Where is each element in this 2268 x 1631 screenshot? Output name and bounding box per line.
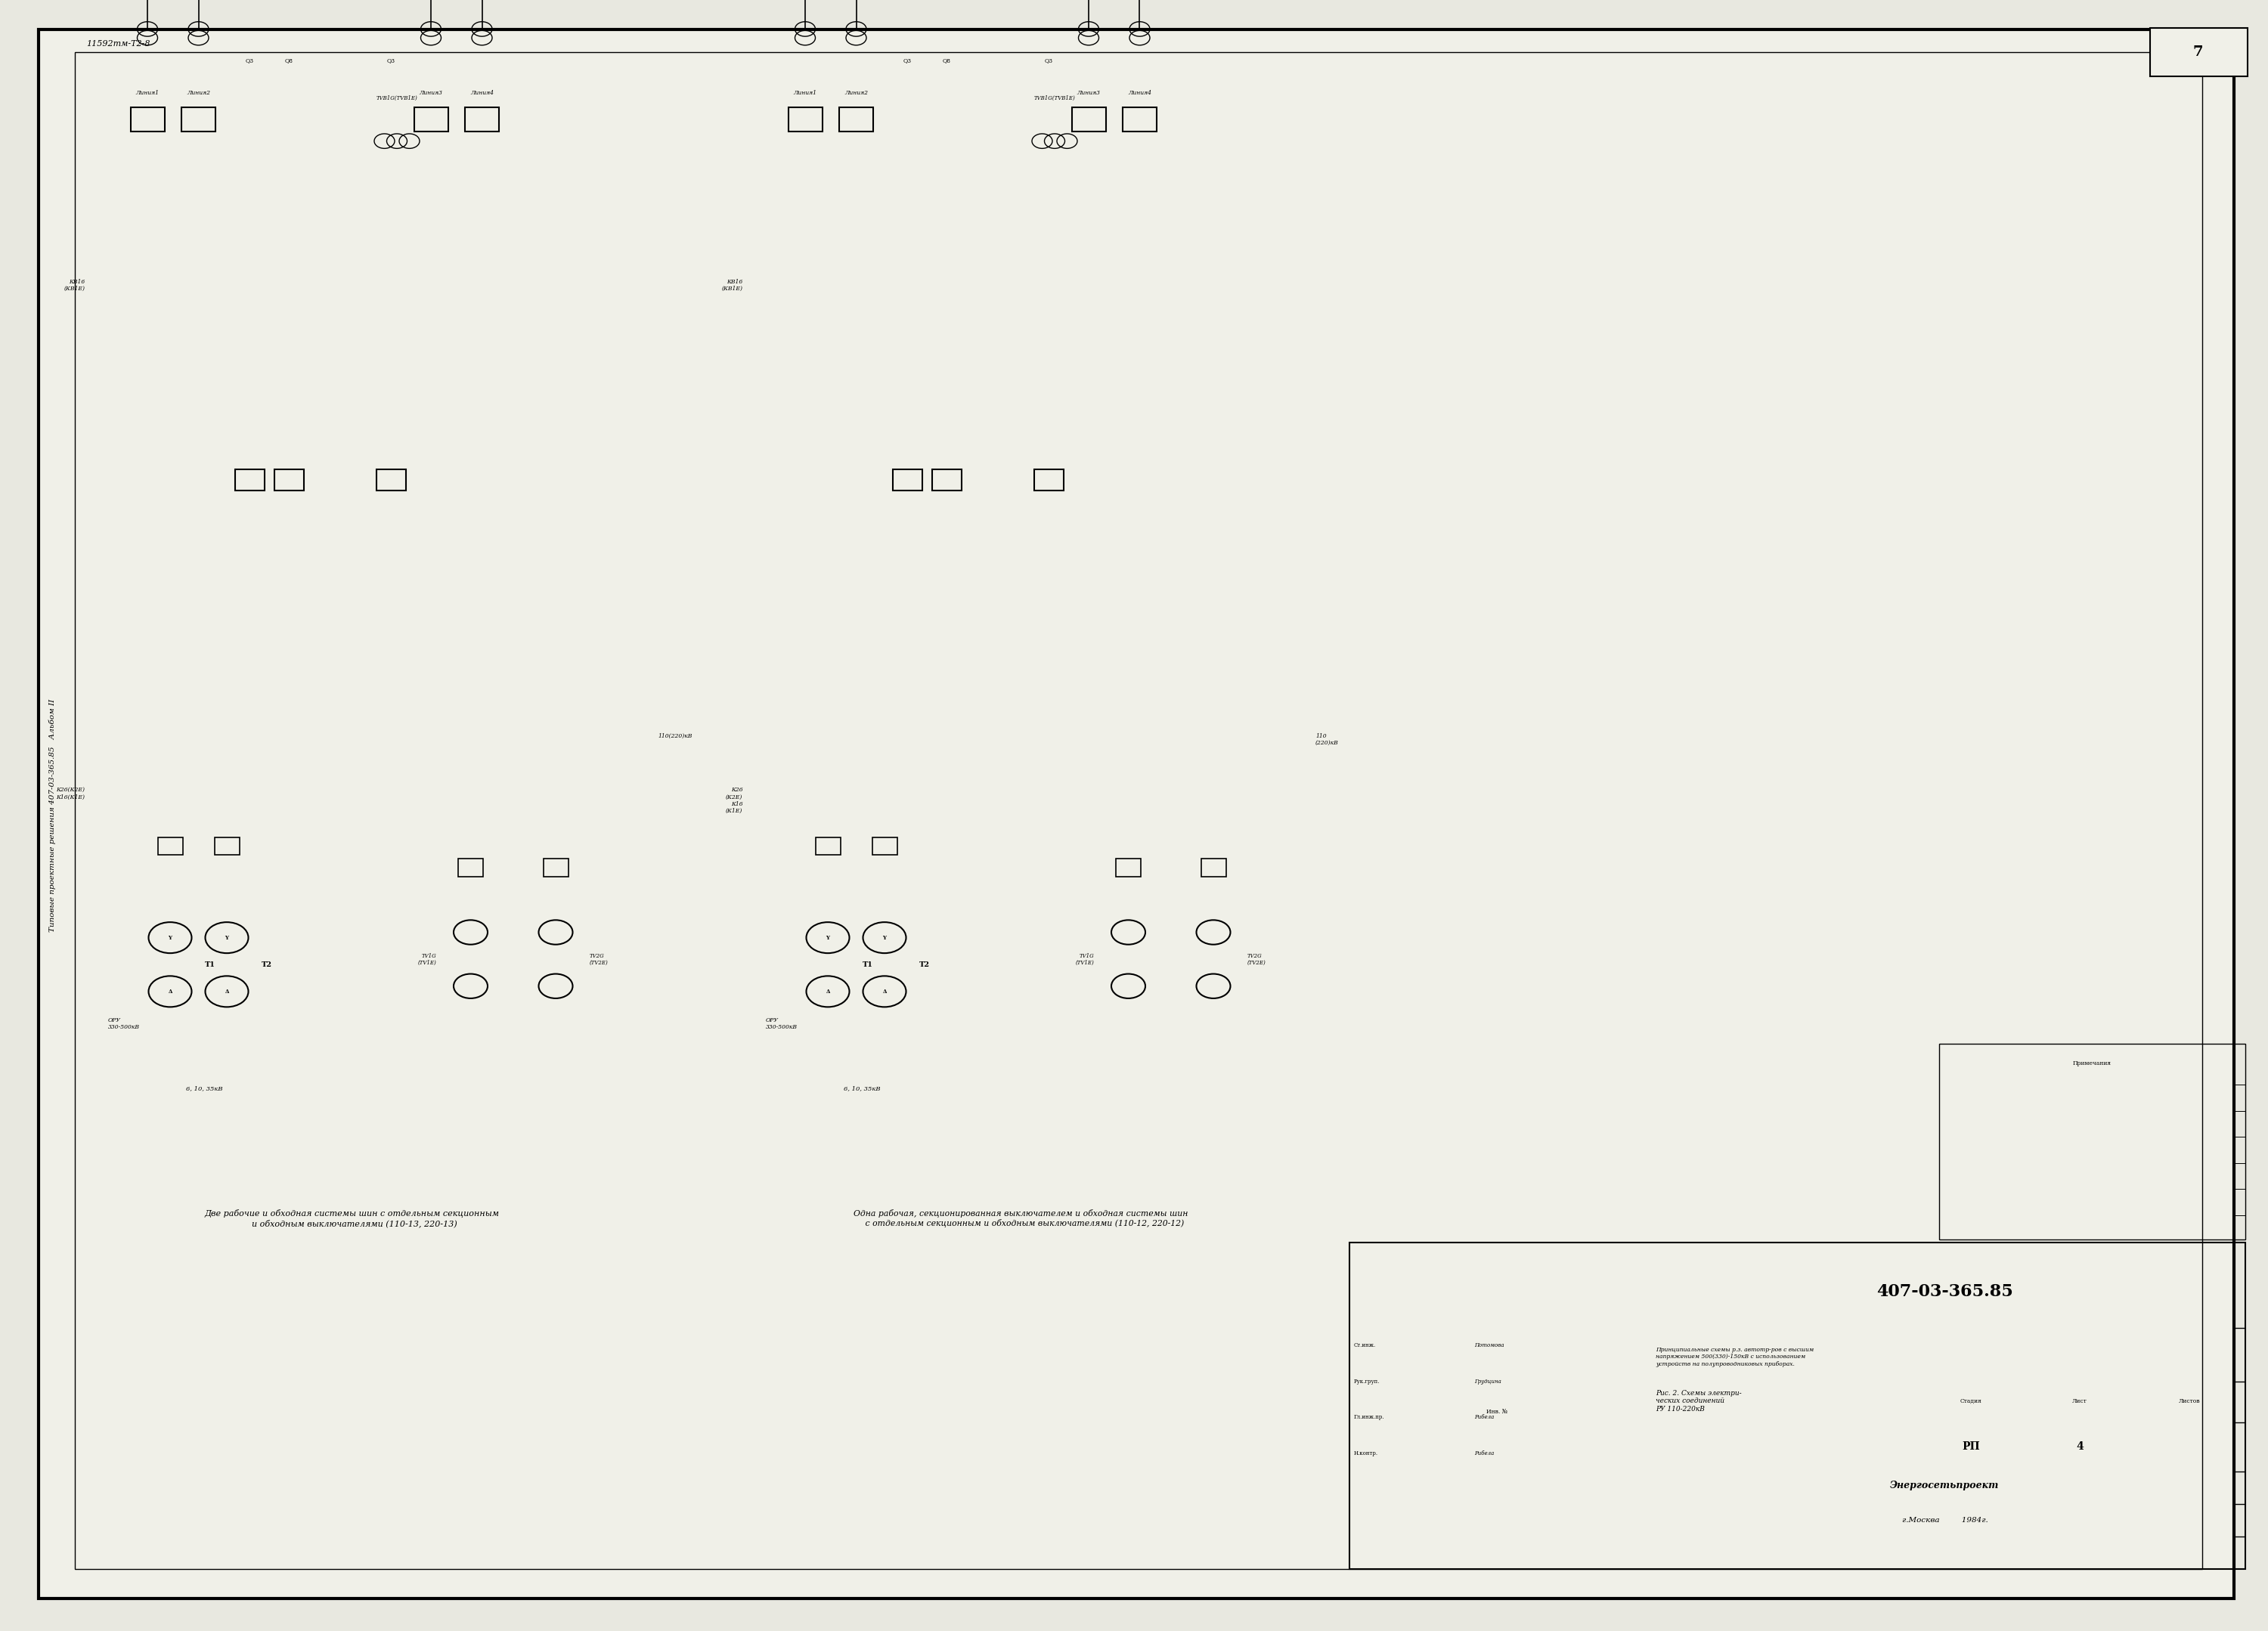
- Bar: [458, 858, 483, 877]
- Text: TV1G
(TV1E): TV1G (TV1E): [1075, 953, 1095, 966]
- Bar: [236, 470, 263, 491]
- Text: Рибела: Рибела: [1474, 1450, 1495, 1456]
- Text: TVB1G(TVB1E): TVB1G(TVB1E): [1034, 95, 1075, 101]
- Text: Y: Y: [882, 935, 887, 941]
- Text: ОРУ
330-500кВ: ОРУ 330-500кВ: [109, 1018, 141, 1031]
- Bar: [839, 108, 873, 132]
- Text: Линия3: Линия3: [1077, 90, 1100, 96]
- Text: Рибела: Рибела: [1474, 1414, 1495, 1421]
- Bar: [1034, 470, 1064, 491]
- Text: Лист: Лист: [2073, 1398, 2087, 1404]
- Bar: [213, 837, 240, 855]
- Text: Ст.инж.: Ст.инж.: [1354, 1342, 1377, 1349]
- Bar: [1349, 1243, 2245, 1569]
- Text: Линия4: Линия4: [1127, 90, 1152, 96]
- Bar: [376, 470, 406, 491]
- Text: T1: T1: [862, 961, 873, 967]
- Text: Линия1: Линия1: [136, 90, 159, 96]
- Text: Q3: Q3: [388, 57, 395, 64]
- Text: Потомова: Потомова: [1474, 1342, 1504, 1349]
- Bar: [129, 108, 166, 132]
- Bar: [871, 837, 896, 855]
- Bar: [1123, 108, 1157, 132]
- Text: Q3: Q3: [903, 57, 912, 64]
- Text: 11592тм-Т2-8: 11592тм-Т2-8: [86, 41, 150, 47]
- Bar: [789, 108, 821, 132]
- Text: Q3: Q3: [1046, 57, 1052, 64]
- Bar: [1939, 1044, 2245, 1240]
- Text: Примечания: Примечания: [2073, 1060, 2112, 1067]
- Text: T2: T2: [261, 961, 272, 967]
- Text: TV2G
(TV2E): TV2G (TV2E): [1247, 953, 1266, 966]
- Text: Рис. 2. Схемы электри-
ческих соединений
РУ 110-220кВ: Рис. 2. Схемы электри- ческих соединений…: [1656, 1390, 1742, 1412]
- Text: Инв. №: Инв. №: [1486, 1409, 1508, 1416]
- Text: 6, 10, 35кВ: 6, 10, 35кВ: [186, 1085, 222, 1091]
- Text: ОРУ
330-500кВ: ОРУ 330-500кВ: [767, 1018, 798, 1031]
- Text: Δ: Δ: [225, 988, 229, 995]
- Bar: [2150, 28, 2248, 77]
- Text: 7: 7: [2193, 46, 2202, 59]
- Bar: [891, 470, 921, 491]
- Text: TVB1G(TVB1E): TVB1G(TVB1E): [376, 95, 417, 101]
- Text: T2: T2: [919, 961, 930, 967]
- Text: Одна рабочая, секционированная выключателем и обходная системы шин
   с отдельны: Одна рабочая, секционированная выключате…: [853, 1209, 1188, 1228]
- Text: Линия2: Линия2: [844, 90, 869, 96]
- Text: Линия4: Линия4: [469, 90, 494, 96]
- Text: 110
(220)кВ: 110 (220)кВ: [1315, 734, 1338, 745]
- Text: Типовые проектные решения 407-03-365.85   Альбом II: Типовые проектные решения 407-03-365.85 …: [48, 700, 57, 931]
- Text: T1: T1: [204, 961, 215, 967]
- Text: Линия1: Линия1: [794, 90, 816, 96]
- Text: Стадия: Стадия: [1960, 1398, 1982, 1404]
- Bar: [413, 108, 447, 132]
- Bar: [1070, 108, 1107, 132]
- Text: Y: Y: [225, 935, 229, 941]
- Text: КВ16
(КВ1Е): КВ16 (КВ1Е): [721, 279, 744, 292]
- Text: РП: РП: [1962, 1442, 1980, 1452]
- Bar: [1116, 858, 1141, 877]
- Text: Энергосетьпроект: Энергосетьпроект: [1889, 1481, 2000, 1491]
- Text: К26
(К2Е)
К16
(К1Е): К26 (К2Е) К16 (К1Е): [726, 786, 744, 814]
- Text: К26(К2Е)
К16(К1Е): К26(К2Е) К16(К1Е): [57, 786, 86, 799]
- Text: Q3: Q3: [245, 57, 254, 64]
- Bar: [159, 837, 181, 855]
- Bar: [465, 108, 499, 132]
- Text: TV1G
(TV1E): TV1G (TV1E): [417, 953, 435, 966]
- Text: Δ: Δ: [882, 988, 887, 995]
- Text: Две рабочие и обходная системы шин с отдельным секционным
  и обходным выключате: Две рабочие и обходная системы шин с отд…: [204, 1210, 499, 1227]
- Text: Линия3: Линия3: [420, 90, 442, 96]
- Text: Q8: Q8: [943, 57, 950, 64]
- Text: Линия2: Линия2: [186, 90, 211, 96]
- Text: Принципиальные схемы р.з. автотр-ров с высшим
напряжением 500(330)-150кВ с испол: Принципиальные схемы р.з. автотр-ров с в…: [1656, 1347, 1814, 1367]
- Text: Y: Y: [168, 935, 172, 941]
- Text: 407-03-365.85: 407-03-365.85: [1876, 1284, 2014, 1300]
- Text: Н.контр.: Н.контр.: [1354, 1450, 1379, 1456]
- Bar: [1202, 858, 1227, 877]
- Bar: [816, 837, 839, 855]
- Text: 4: 4: [2075, 1442, 2084, 1452]
- Bar: [274, 470, 304, 491]
- Text: КВ16
(КВ1Е): КВ16 (КВ1Е): [64, 279, 86, 292]
- Bar: [181, 108, 215, 132]
- Text: Грудцина: Грудцина: [1474, 1378, 1501, 1385]
- Text: 6, 10, 35кВ: 6, 10, 35кВ: [844, 1085, 880, 1091]
- Bar: [932, 470, 962, 491]
- Text: Листов: Листов: [2180, 1398, 2200, 1404]
- Text: г.Москва         1984г.: г.Москва 1984г.: [1903, 1517, 1987, 1523]
- Text: TV2G
(TV2E): TV2G (TV2E): [590, 953, 608, 966]
- Text: 110(220)кВ: 110(220)кВ: [658, 734, 692, 739]
- Text: Δ: Δ: [168, 988, 172, 995]
- Bar: [544, 858, 567, 877]
- Text: Y: Y: [826, 935, 830, 941]
- Text: Гл.инж.пр.: Гл.инж.пр.: [1354, 1414, 1386, 1421]
- Text: Δ: Δ: [826, 988, 830, 995]
- Text: Q8: Q8: [286, 57, 293, 64]
- Text: Рук.груп.: Рук.груп.: [1354, 1378, 1379, 1385]
